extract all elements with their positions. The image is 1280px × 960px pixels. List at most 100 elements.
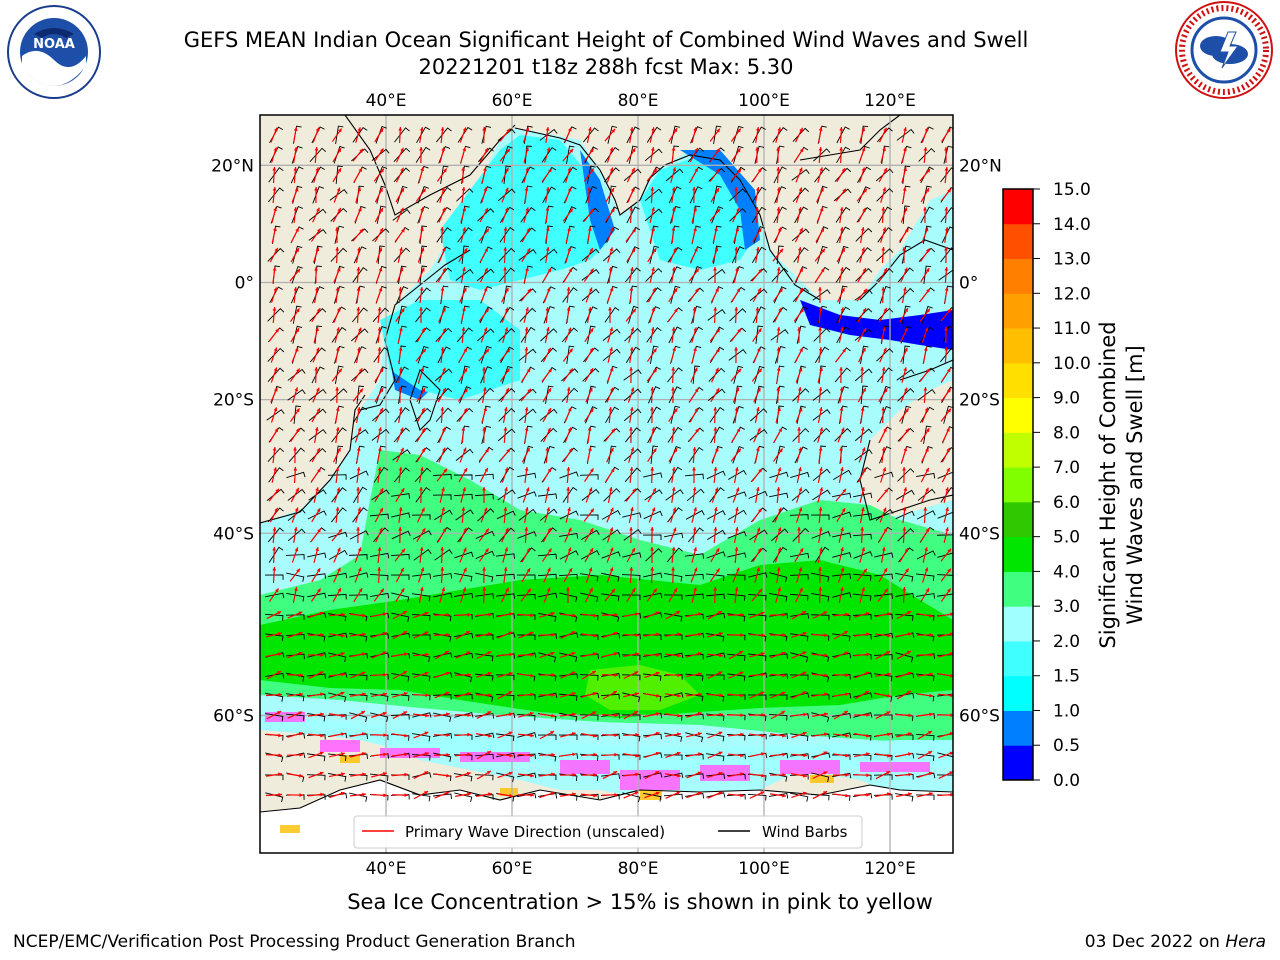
wind-barb bbox=[873, 654, 893, 660]
wave-arrowhead bbox=[272, 307, 277, 311]
wind-barb bbox=[897, 287, 915, 302]
wave-arrowhead bbox=[818, 387, 823, 391]
lat-tick-left: 0° bbox=[235, 273, 254, 293]
wind-barb bbox=[579, 714, 599, 721]
wind-barb bbox=[353, 486, 368, 503]
wave-arrowhead bbox=[839, 147, 844, 151]
wave-arrowhead bbox=[844, 651, 849, 656]
wind-barb bbox=[860, 345, 869, 364]
wind-barb bbox=[754, 145, 765, 164]
wind-barb bbox=[874, 552, 894, 558]
wave-arrowhead bbox=[525, 207, 530, 212]
wind-barb bbox=[561, 368, 579, 382]
wave-arrowhead bbox=[442, 387, 446, 392]
wave-arrowhead bbox=[317, 468, 321, 473]
wave-arrowhead bbox=[928, 792, 933, 796]
wind-barb bbox=[311, 366, 325, 384]
wind-barb bbox=[454, 551, 474, 559]
wind-barb bbox=[769, 653, 788, 659]
peak-wave-region bbox=[585, 665, 700, 710]
wind-barb bbox=[916, 593, 936, 599]
wave-arrowhead bbox=[929, 613, 933, 618]
wind-barb bbox=[647, 426, 661, 444]
wave-arrowhead bbox=[400, 488, 405, 493]
wind-barb bbox=[581, 288, 600, 302]
wind-barb bbox=[874, 593, 893, 599]
wave-arrowhead bbox=[362, 792, 366, 797]
wind-barb bbox=[521, 166, 535, 184]
wave-arrowhead bbox=[798, 487, 803, 492]
wind-barb bbox=[894, 613, 914, 621]
wave-arrowhead bbox=[655, 712, 660, 716]
wave-arrowhead bbox=[485, 228, 489, 233]
wave-arrowhead bbox=[694, 288, 699, 293]
wave-arrowhead bbox=[547, 268, 552, 273]
wind-barb bbox=[537, 553, 557, 560]
wind-barb bbox=[646, 327, 662, 343]
wind-barb bbox=[433, 712, 452, 722]
wave-arrowhead bbox=[693, 567, 698, 572]
wind-barb bbox=[307, 592, 327, 599]
wave-arrowhead bbox=[294, 387, 299, 392]
wind-barb bbox=[852, 614, 872, 620]
wave-arrowhead bbox=[610, 507, 614, 512]
wave-arrowhead bbox=[505, 587, 509, 592]
colorbar-segment bbox=[1003, 223, 1033, 260]
wave-arrowhead bbox=[881, 367, 886, 371]
wind-barb bbox=[855, 308, 873, 322]
wind-barb bbox=[517, 491, 537, 499]
wind-barb bbox=[329, 549, 348, 560]
wave-arrowhead bbox=[569, 368, 573, 373]
wave-arrowhead bbox=[294, 507, 299, 512]
wave-arrowhead bbox=[739, 671, 744, 676]
wind-barb bbox=[733, 145, 744, 164]
wind-barb bbox=[648, 386, 661, 404]
wave-arrowhead bbox=[340, 791, 345, 796]
wind-barb bbox=[916, 673, 935, 681]
wind-barb bbox=[292, 305, 302, 324]
wave-arrowhead bbox=[546, 487, 550, 492]
wave-arrowhead bbox=[692, 467, 696, 471]
wind-barb bbox=[393, 147, 411, 162]
wave-arrowhead bbox=[398, 287, 403, 291]
wind-barb bbox=[391, 493, 411, 499]
wave-arrowhead bbox=[379, 507, 383, 512]
wind-barb bbox=[437, 346, 451, 364]
colorbar-segment bbox=[1003, 362, 1033, 399]
wave-arrowhead bbox=[761, 773, 765, 778]
wave-arrowhead bbox=[842, 188, 846, 193]
wind-barb bbox=[475, 692, 494, 703]
wave-arrowhead bbox=[319, 751, 324, 756]
wave-arrowhead bbox=[277, 671, 282, 675]
wave-arrowhead bbox=[635, 652, 639, 656]
wind-barb bbox=[495, 573, 515, 580]
wind-barb bbox=[330, 388, 348, 402]
wave-arrowhead bbox=[272, 267, 277, 271]
wave-arrowhead bbox=[299, 793, 303, 798]
wind-barb bbox=[916, 472, 936, 479]
wind-barb bbox=[328, 753, 347, 762]
wind-barb bbox=[434, 509, 453, 521]
wave-arrowhead bbox=[840, 307, 845, 312]
wind-barb bbox=[286, 572, 305, 582]
wave-arrowhead bbox=[673, 408, 678, 413]
wind-barb bbox=[335, 125, 344, 144]
wind-barb bbox=[328, 531, 348, 539]
wave-arrowhead bbox=[862, 387, 866, 392]
wave-arrowhead bbox=[886, 771, 891, 775]
wave-arrowhead bbox=[424, 631, 429, 636]
wave-arrowhead bbox=[692, 527, 697, 531]
wave-arrowhead bbox=[273, 467, 277, 472]
wave-arrowhead bbox=[572, 752, 576, 757]
wave-arrowhead bbox=[529, 711, 534, 716]
wind-barb bbox=[665, 168, 684, 182]
wind-barb bbox=[331, 487, 347, 503]
wave-arrowhead bbox=[714, 227, 718, 232]
wind-barb bbox=[706, 551, 726, 559]
wave-arrowhead bbox=[714, 247, 719, 252]
wave-arrowhead bbox=[400, 567, 404, 572]
wave-arrowhead bbox=[463, 368, 468, 373]
wave-arrowhead bbox=[487, 671, 492, 676]
wave-arrowhead bbox=[882, 327, 886, 332]
